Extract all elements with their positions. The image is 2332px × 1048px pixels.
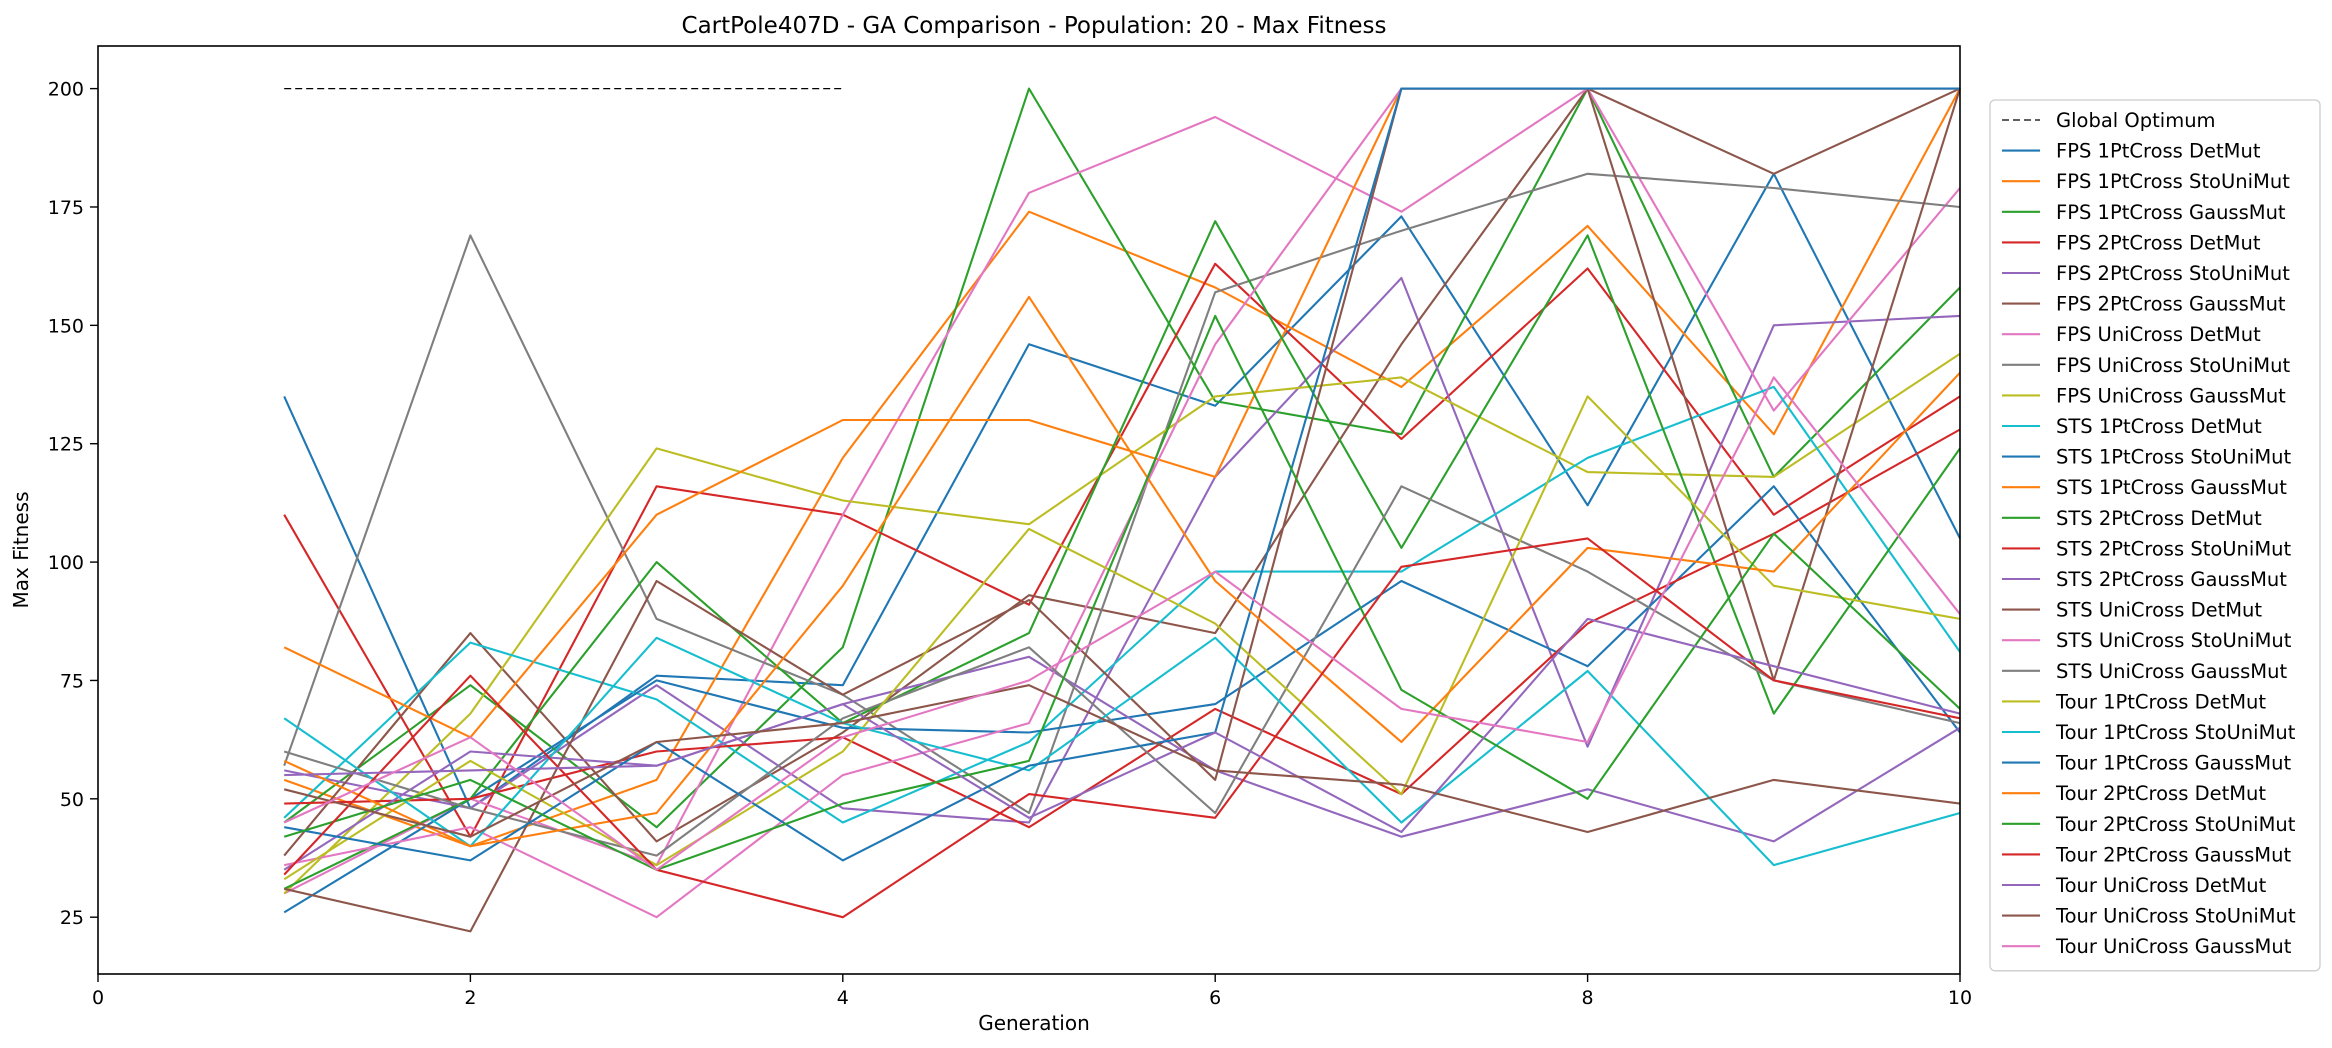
series-line-fps-2ptcross-stounimut — [283, 276, 1961, 824]
legend-label-tour-unicross-gaussmut: Tour UniCross GaussMut — [2055, 935, 2292, 958]
series-line-sts-unicross-gaussmut — [283, 485, 1961, 857]
legend-label-sts-1ptcross-stounimut: STS 1PtCross StoUniMut — [2056, 446, 2292, 469]
legend: Global Optimum FPS 1PtCross DetMut FPS 1Pt… — [1989, 99, 2321, 972]
legend-label-tour-1ptcross-detmut: Tour 1PtCross DetMut — [2055, 690, 2266, 713]
series-line-tour-2ptcross-gaussmut — [283, 537, 1961, 919]
legend-box — [1989, 99, 2321, 972]
y-tick-label: 100 — [48, 552, 84, 574]
y-tick-label: 50 — [60, 789, 84, 811]
x-tick-label: 8 — [1582, 987, 1594, 1009]
legend-label-fps-unicross-detmut: FPS UniCross DetMut — [2056, 323, 2261, 346]
legend-label-tour-1ptcross-stounimut: Tour 1PtCross StoUniMut — [2055, 721, 2296, 744]
legend-label-sts-1ptcross-detmut: STS 1PtCross DetMut — [2056, 415, 2262, 438]
legend-label-tour-1ptcross-gaussmut: Tour 1PtCross GaussMut — [2055, 752, 2291, 775]
y-tick-label: 25 — [60, 907, 84, 929]
legend-label-sts-unicross-stounimut: STS UniCross StoUniMut — [2056, 629, 2292, 652]
series-line-tour-1ptcross-gaussmut — [284, 87, 1960, 862]
legend-label-sts-2ptcross-stounimut: STS 2PtCross StoUniMut — [2056, 537, 2292, 560]
legend-label-sts-unicross-gaussmut: STS UniCross GaussMut — [2056, 660, 2287, 683]
legend-label-fps-unicross-gaussmut: FPS UniCross GaussMut — [2056, 384, 2286, 407]
series-line-fps-2ptcross-gaussmut — [283, 87, 1961, 857]
series-line-fps-unicross-stounimut — [283, 172, 1961, 815]
series-line-tour-1ptcross-stounimut — [283, 636, 1961, 867]
legend-label-fps-2ptcross-detmut: FPS 2PtCross DetMut — [2056, 231, 2261, 254]
y-tick-label: 200 — [48, 79, 84, 101]
series-line-sts-1ptcross-stounimut — [283, 485, 1961, 914]
y-axis-ticks: 25 50 75 100 125 150 175 200 — [48, 79, 98, 929]
legend-label-sts-1ptcross-gaussmut: STS 1PtCross GaussMut — [2056, 476, 2287, 499]
y-tick-label: 175 — [48, 197, 84, 219]
series-line-fps-1ptcross-stounimut — [283, 88, 1961, 848]
series-line-tour-unicross-gaussmut — [283, 376, 1961, 871]
legend-label-fps-1ptcross-gaussmut: FPS 1PtCross GaussMut — [2056, 201, 2286, 224]
series-line-tour-2ptcross-detmut — [283, 295, 1961, 848]
legend-label-global-optimum: Global Optimum — [2056, 109, 2216, 132]
legend-label-tour-unicross-detmut: Tour UniCross DetMut — [2055, 874, 2267, 897]
x-tick-label: 2 — [464, 987, 476, 1009]
x-tick-label: 10 — [1948, 987, 1972, 1009]
series-line-sts-2ptcross-detmut — [283, 220, 1961, 890]
legend-label-fps-1ptcross-stounimut: FPS 1PtCross StoUniMut — [2056, 170, 2290, 193]
legend-label-fps-1ptcross-detmut: FPS 1PtCross DetMut — [2056, 140, 2261, 163]
series-line-tour-unicross-stounimut — [283, 684, 1961, 838]
series-line-sts-unicross-detmut — [283, 87, 1962, 933]
y-tick-label: 150 — [48, 315, 84, 337]
legend-label-tour-unicross-stounimut: Tour UniCross StoUniMut — [2055, 905, 2296, 928]
plot-lines — [283, 87, 1962, 933]
series-line-tour-1ptcross-detmut — [283, 395, 1961, 881]
chart-title: CartPole407D - GA Comparison - Populatio… — [682, 13, 1387, 39]
series-line-sts-2ptcross-gaussmut — [283, 655, 1961, 871]
series-line-sts-1ptcross-gaussmut — [283, 87, 1960, 739]
x-axis-ticks: 0 2 4 6 8 10 — [92, 974, 1972, 1009]
y-axis-label: Max Fitness — [9, 492, 33, 609]
legend-label-sts-2ptcross-detmut: STS 2PtCross DetMut — [2056, 507, 2262, 530]
x-tick-label: 6 — [1209, 987, 1221, 1009]
series-line-fps-2ptcross-detmut — [283, 262, 1961, 838]
legend-label-tour-2ptcross-gaussmut: Tour 2PtCross GaussMut — [2055, 843, 2291, 866]
legend-label-sts-2ptcross-gaussmut: STS 2PtCross GaussMut — [2056, 568, 2287, 591]
legend-label-tour-2ptcross-detmut: Tour 2PtCross DetMut — [2055, 782, 2266, 805]
series-line-sts-1ptcross-detmut — [283, 385, 1961, 824]
legend-label-sts-unicross-detmut: STS UniCross DetMut — [2056, 599, 2262, 622]
legend-label-fps-2ptcross-gaussmut: FPS 2PtCross GaussMut — [2056, 293, 2286, 316]
plot-frame — [97, 45, 1961, 975]
y-tick-label: 125 — [48, 434, 84, 456]
series-line-tour-2ptcross-stounimut — [283, 314, 1961, 871]
series-line-tour-unicross-detmut — [284, 617, 1961, 834]
series-line-sts-2ptcross-stounimut — [284, 428, 1961, 829]
legend-label-fps-2ptcross-stounimut: FPS 2PtCross StoUniMut — [2056, 262, 2290, 285]
x-axis-label: Generation — [978, 1011, 1090, 1035]
legend-label-tour-2ptcross-stounimut: Tour 2PtCross StoUniMut — [2055, 813, 2296, 836]
x-tick-label: 0 — [92, 987, 104, 1009]
y-tick-label: 75 — [60, 670, 84, 692]
legend-label-fps-unicross-stounimut: FPS UniCross StoUniMut — [2056, 354, 2290, 377]
x-tick-label: 4 — [837, 987, 849, 1009]
